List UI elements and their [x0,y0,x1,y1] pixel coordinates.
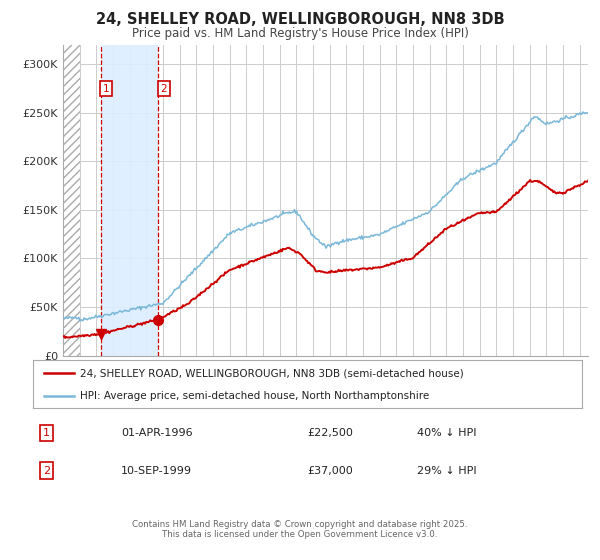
Text: 2: 2 [43,465,50,475]
Text: 40% ↓ HPI: 40% ↓ HPI [418,428,477,438]
Text: 24, SHELLEY ROAD, WELLINGBOROUGH, NN8 3DB (semi-detached house): 24, SHELLEY ROAD, WELLINGBOROUGH, NN8 3D… [80,368,463,379]
Bar [101,45,158,356]
Text: 1: 1 [43,428,50,438]
Text: 2: 2 [161,83,167,94]
Text: HPI: Average price, semi-detached house, North Northamptonshire: HPI: Average price, semi-detached house,… [80,391,429,401]
Bar [63,45,80,356]
Text: 24, SHELLEY ROAD, WELLINGBOROUGH, NN8 3DB: 24, SHELLEY ROAD, WELLINGBOROUGH, NN8 3D… [95,12,505,27]
Text: £37,000: £37,000 [308,465,353,475]
Text: Contains HM Land Registry data © Crown copyright and database right 2025.
This d: Contains HM Land Registry data © Crown c… [132,520,468,539]
Text: 29% ↓ HPI: 29% ↓ HPI [418,465,477,475]
Text: 10-SEP-1999: 10-SEP-1999 [121,465,192,475]
Text: £22,500: £22,500 [308,428,353,438]
Text: 01-APR-1996: 01-APR-1996 [121,428,193,438]
Text: 1: 1 [103,83,110,94]
Text: Price paid vs. HM Land Registry's House Price Index (HPI): Price paid vs. HM Land Registry's House … [131,27,469,40]
